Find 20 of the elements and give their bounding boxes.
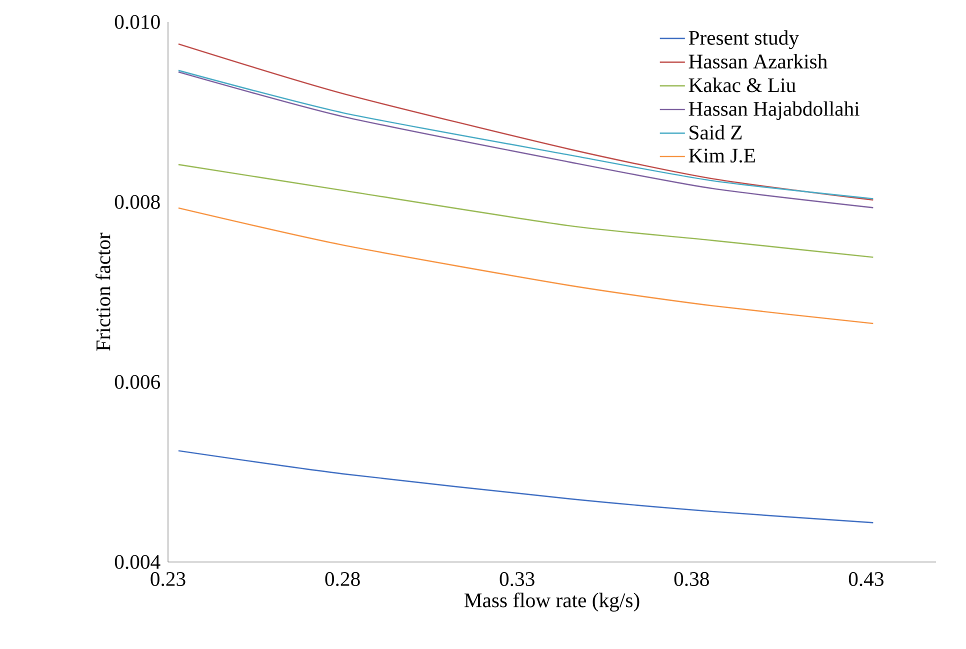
line-series [178, 450, 874, 524]
line-series [178, 164, 874, 258]
x-tick-label: 0.38 [674, 572, 709, 586]
y-tick-label: 0.006 [114, 374, 160, 390]
y-tick-label: 0.004 [114, 554, 160, 570]
legend-label: Hassan Azarkish [688, 54, 828, 69]
x-tick-label: 0.43 [848, 572, 884, 586]
y-tick-label: 0.008 [114, 194, 160, 210]
x-axis-title: Mass flow rate (kg/s) [464, 592, 640, 612]
y-tick-label: 0.010 [114, 14, 160, 30]
x-tick-label: 0.33 [500, 572, 534, 586]
legend-label: Kim J.E [688, 148, 755, 163]
legend-label: Present study [688, 30, 799, 50]
legend-label: Said Z [690, 124, 742, 140]
legend-label: Hassan Hajabdollahi [688, 101, 860, 120]
x-tick-label: 0.23 [150, 572, 186, 586]
x-tick-label: 0.28 [325, 572, 360, 586]
y-axis-title: Friction factor [96, 232, 110, 351]
line-series [178, 207, 874, 324]
legend-label: Kakac & Liu [688, 78, 796, 92]
